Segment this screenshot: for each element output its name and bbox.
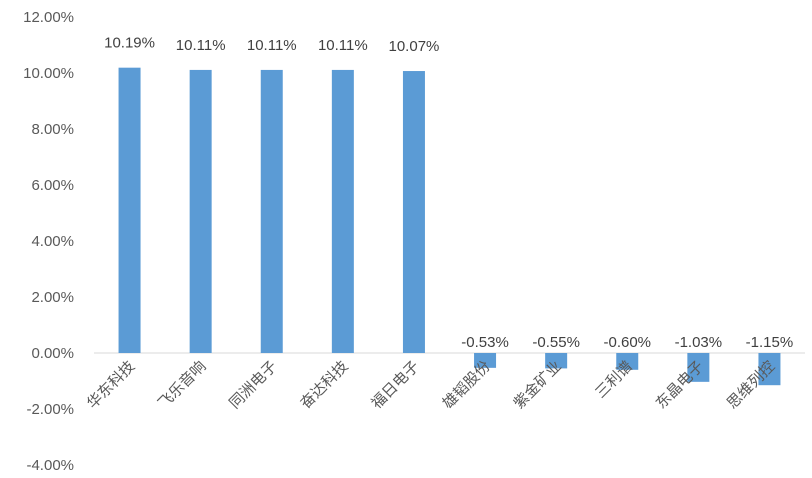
bar xyxy=(260,69,283,354)
bar xyxy=(474,353,497,368)
bar xyxy=(616,353,639,370)
y-tick-label: -4.00% xyxy=(26,457,74,474)
x-tick-label: 三利谱 xyxy=(592,357,637,402)
x-tick-label: 紫金矿业 xyxy=(510,357,565,412)
x-tick-label: 福日电子 xyxy=(368,357,423,412)
data-label: 10.07% xyxy=(389,38,440,55)
x-tick-label: 飞乐音响 xyxy=(154,357,209,412)
y-tick-label: 6.00% xyxy=(31,177,74,194)
bar xyxy=(118,67,141,354)
x-tick-label: 东晶电子 xyxy=(652,357,707,412)
data-label: -1.03% xyxy=(675,334,723,351)
bar xyxy=(189,69,212,354)
y-tick-label: 8.00% xyxy=(31,121,74,138)
bar xyxy=(545,353,568,369)
data-label: 10.11% xyxy=(176,37,226,54)
bar xyxy=(687,353,710,382)
data-label: -1.15% xyxy=(746,334,794,351)
data-label: 10.11% xyxy=(247,37,297,54)
x-tick-label: 华东科技 xyxy=(83,357,138,412)
data-label: -0.60% xyxy=(603,334,651,351)
x-tick-label: 奋达科技 xyxy=(297,357,352,412)
data-label: 10.11% xyxy=(318,37,368,54)
y-tick-label: -2.00% xyxy=(26,401,74,418)
x-tick-label: 雄韬股份 xyxy=(439,357,494,412)
y-tick-label: 0.00% xyxy=(31,345,74,362)
data-label: 10.19% xyxy=(104,35,155,52)
data-label: -0.53% xyxy=(461,334,509,351)
y-tick-label: 12.00% xyxy=(23,9,74,26)
bar xyxy=(331,69,354,354)
data-label: -0.55% xyxy=(532,334,580,351)
y-tick-label: 10.00% xyxy=(23,65,74,82)
y-tick-label: 2.00% xyxy=(31,289,74,306)
bar xyxy=(402,71,425,353)
x-tick-label: 同洲电子 xyxy=(225,357,280,412)
bar xyxy=(758,353,781,386)
y-tick-label: 4.00% xyxy=(31,233,74,250)
